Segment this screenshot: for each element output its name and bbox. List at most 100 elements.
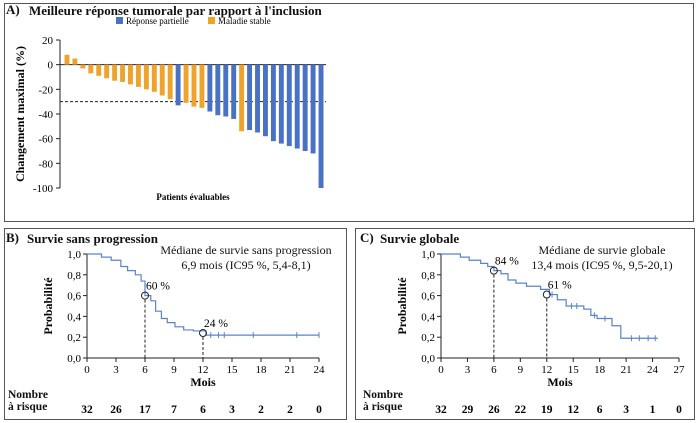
bar (128, 64, 133, 85)
milestone-marker (542, 290, 551, 299)
at-risk-count: 3 (229, 404, 235, 416)
legend-swatch (116, 17, 123, 24)
bar (231, 64, 237, 119)
at-risk-count: 3 (623, 404, 629, 416)
y-tick-label: 0,6 (67, 291, 81, 303)
panel-b-label: B) (6, 230, 19, 245)
x-tick-label: 24 (314, 364, 326, 376)
x-tick-label: 21 (285, 364, 296, 376)
bar (183, 64, 189, 103)
bar (88, 64, 94, 74)
y-tick-label: 1,0 (421, 249, 435, 261)
bar (310, 64, 316, 154)
bar (199, 64, 205, 108)
x-tick-label: 9 (518, 364, 524, 376)
bar (318, 64, 324, 188)
y-tick-label: 1,0 (67, 249, 81, 261)
x-tick-label: 24 (647, 364, 659, 376)
y-tick-label: 0,2 (421, 332, 435, 344)
os-title: Survie globale (380, 231, 460, 246)
pfs-risk-label-line2: à risque (8, 401, 48, 413)
at-risk-count: 12 (567, 404, 579, 416)
at-risk-count: 32 (81, 404, 93, 416)
y-tick-label: 0,4 (421, 311, 435, 323)
os-risk-label-line1: Nombre (363, 389, 404, 401)
at-risk-count: 0 (676, 404, 682, 416)
x-axis-label: Patients évaluables (156, 192, 230, 202)
pfs-median-note: Médiane de survie sans progression 6,9 m… (148, 243, 344, 273)
y-tick-label: -100 (33, 183, 54, 195)
y-tick-label: 0,8 (421, 270, 435, 282)
at-risk-count: 1 (650, 404, 656, 416)
at-risk-count: 22 (515, 404, 527, 416)
at-risk-count: 29 (462, 404, 474, 416)
at-risk-count: 19 (541, 404, 553, 416)
milestone-label: 61 % (548, 280, 572, 292)
y-tick-label: 0,6 (421, 291, 435, 303)
x-tick-label: 0 (438, 364, 444, 376)
pfs-risk-label-line1: Nombre (8, 389, 49, 401)
x-axis-label: Mois (547, 375, 573, 389)
x-tick-label: 9 (171, 364, 177, 376)
at-risk-count: 0 (316, 404, 322, 416)
y-tick-label: -40 (38, 109, 53, 121)
bar (270, 64, 276, 142)
y-tick-label: 0,0 (421, 353, 435, 365)
x-tick-label: 21 (621, 364, 632, 376)
legend-label: Réponse partielle (126, 16, 189, 26)
bar (223, 64, 229, 117)
survival-curve (87, 253, 319, 336)
x-tick-label: 15 (227, 364, 239, 376)
at-risk-count: 26 (110, 404, 122, 416)
y-axis-label: Probabilité (41, 277, 55, 335)
bar (120, 64, 126, 82)
pfs-title: Survie sans progression (27, 231, 158, 246)
x-tick-label: 18 (594, 364, 606, 376)
x-tick-label: 3 (465, 364, 471, 376)
bar (112, 64, 118, 81)
at-risk-count: 7 (171, 404, 177, 416)
at-risk-count: 2 (287, 404, 293, 416)
bar (159, 64, 165, 96)
bar (286, 64, 292, 147)
milestone-marker (141, 291, 149, 300)
x-tick-label: 6 (142, 364, 148, 376)
bar (215, 64, 221, 116)
bar (278, 64, 284, 144)
at-risk-count: 6 (200, 404, 206, 416)
legend-swatch (208, 17, 215, 24)
bar (207, 64, 213, 112)
y-axis-label: Probabilité (395, 277, 409, 335)
survival-curve (441, 253, 658, 339)
milestone-label: 60 % (146, 281, 170, 293)
x-tick-label: 0 (84, 364, 90, 376)
tumor-response-panel (4, 3, 694, 222)
bar (167, 64, 173, 100)
legend-label: Maladie stable (218, 16, 271, 26)
y-tick-label: 0,0 (67, 353, 81, 365)
os-panel (355, 228, 695, 420)
os-median-note: Médiane de survie globale 13,4 mois (IC9… (512, 243, 692, 273)
at-risk-count: 6 (597, 404, 603, 416)
y-tick-label: -60 (38, 134, 53, 146)
x-tick-label: 18 (256, 364, 268, 376)
bar (72, 58, 78, 65)
bar (104, 64, 110, 79)
pfs-risk-label: Nombre à risque (8, 389, 48, 413)
milestone-marker (199, 329, 207, 338)
bar (143, 64, 149, 90)
pfs-median-value: 6,9 mois (IC95 %, 5,4-8,1) (181, 258, 311, 272)
os-risk-label-line2: à risque (363, 401, 403, 413)
os-median-label: Médiane de survie globale (538, 243, 666, 257)
milestone-label: 24 % (204, 318, 228, 330)
x-tick-label: 12 (198, 364, 209, 376)
y-tick-label: -80 (38, 158, 53, 170)
os-median-value: 13,4 mois (IC95 %, 9,5-20,1) (531, 258, 673, 272)
bar (96, 64, 102, 76)
at-risk-count: 32 (435, 404, 447, 416)
bar (64, 54, 70, 65)
y-tick-label: 0,8 (67, 270, 81, 282)
bar (151, 64, 157, 92)
